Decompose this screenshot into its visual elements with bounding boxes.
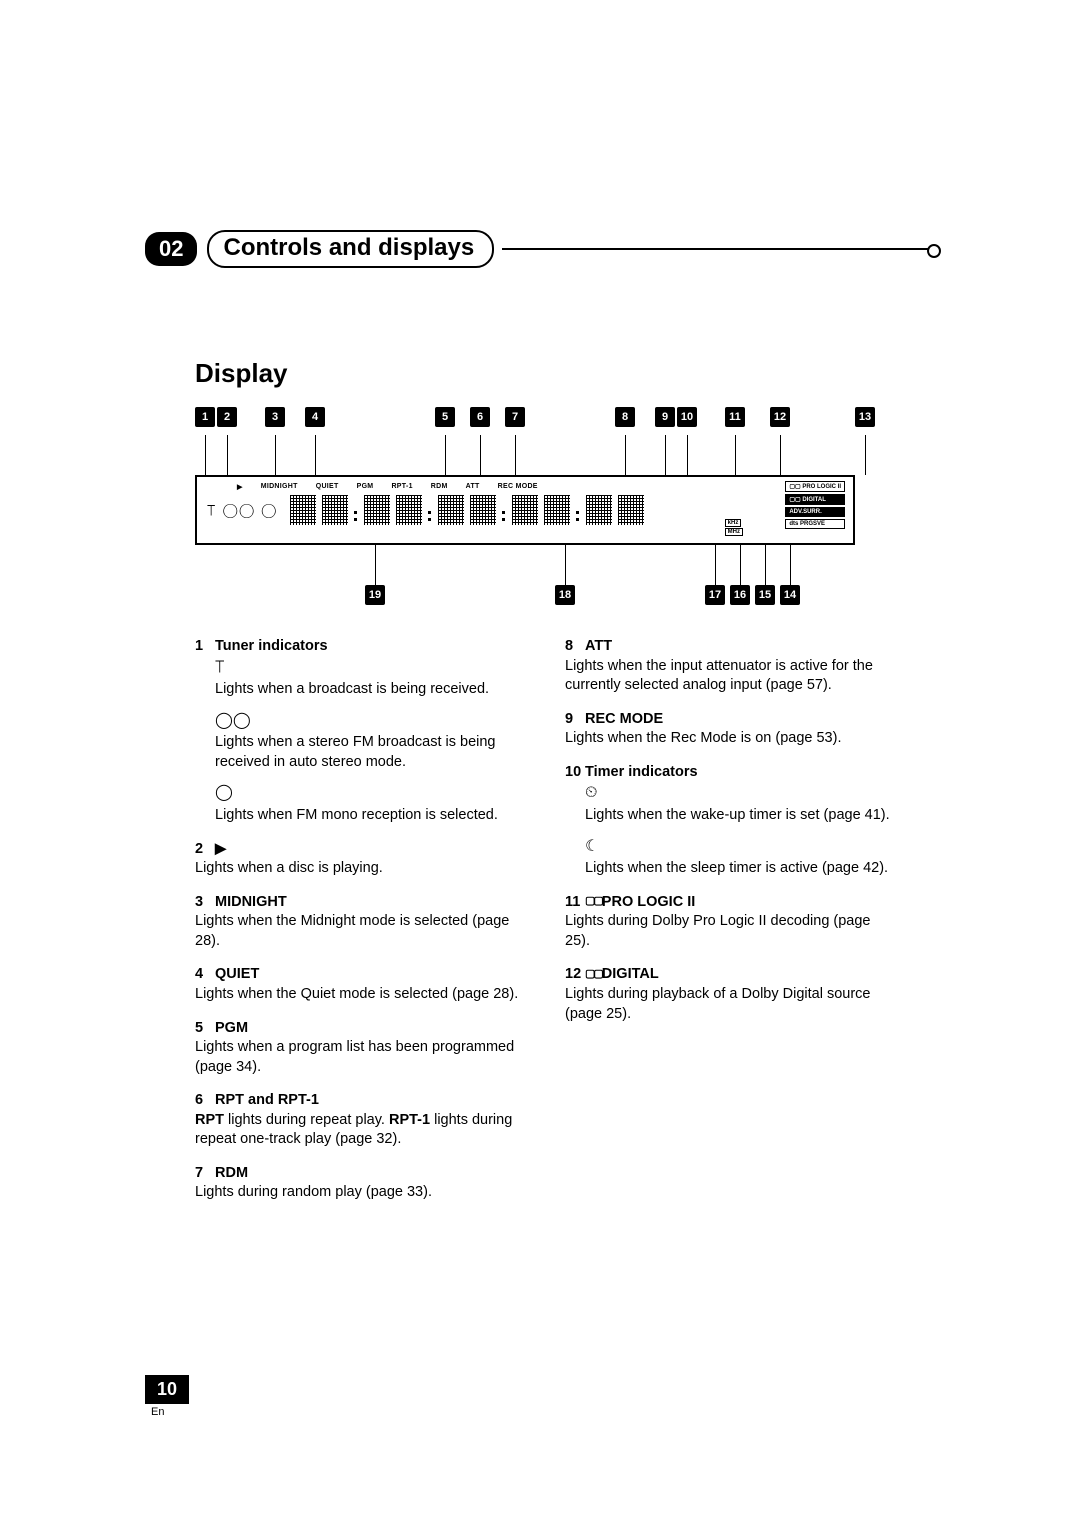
item-2: 2▶Lights when a disc is playing.	[195, 840, 525, 879]
callout-7: 7	[505, 407, 525, 427]
bottom-callouts: 19 18 17161514	[195, 585, 875, 607]
item-1: 1Tuner indicators⟙Lights when a broadcas…	[195, 637, 525, 826]
chapter-number-badge: 02	[145, 232, 197, 266]
callout-2: 2	[217, 407, 237, 427]
item-11: 11▢▢ PRO LOGIC IILights during Dolby Pro…	[565, 893, 895, 952]
callout-18: 18	[555, 585, 575, 605]
indicator-icon: ⏲	[585, 782, 895, 804]
callout-14: 14	[780, 585, 800, 605]
indicator-icon: ◯◯	[215, 710, 525, 732]
callout-16: 16	[730, 585, 750, 605]
page-number: 10	[145, 1375, 189, 1404]
page-content: 02 Controls and displays Display 1234567…	[145, 230, 935, 1217]
display-diagram: 12345678910111213 ▶MIDNIGHTQUIETPGMRPT-1…	[195, 407, 875, 607]
callout-1: 1	[195, 407, 215, 427]
dot-matrix-digits	[290, 495, 644, 525]
chapter-header: 02 Controls and displays	[145, 230, 935, 268]
display-panel: ▶MIDNIGHTQUIETPGMRPT-1RDMATTREC MODE ⟙ ◯…	[195, 475, 855, 545]
callout-5: 5	[435, 407, 455, 427]
section-title: Display	[195, 358, 935, 389]
item-8: 8ATTLights when the input attenuator is …	[565, 637, 895, 696]
callout-15: 15	[755, 585, 775, 605]
callout-3: 3	[265, 407, 285, 427]
item-4: 4QUIETLights when the Quiet mode is sele…	[195, 965, 525, 1004]
callout-12: 12	[770, 407, 790, 427]
item-5: 5PGMLights when a program list has been …	[195, 1019, 525, 1078]
callout-13: 13	[855, 407, 875, 427]
header-rule	[502, 248, 935, 250]
right-badges: ▢▢ PRO LOGIC II▢▢ DIGITALADV.SURR.dts PR…	[785, 481, 845, 531]
top-callouts: 12345678910111213	[195, 407, 875, 429]
description-columns: 1Tuner indicators⟙Lights when a broadcas…	[195, 637, 935, 1217]
callout-19: 19	[365, 585, 385, 605]
page-footer: 10 En	[145, 1375, 189, 1418]
freq-unit-badges: kHz MHz	[725, 519, 743, 537]
item-6: 6RPT and RPT-1RPT lights during repeat p…	[195, 1091, 525, 1150]
panel-top-labels: ▶MIDNIGHTQUIETPGMRPT-1RDMATTREC MODE	[207, 483, 843, 491]
left-column: 1Tuner indicators⟙Lights when a broadcas…	[195, 637, 525, 1217]
top-leader-lines	[195, 435, 875, 475]
callout-8: 8	[615, 407, 635, 427]
callout-4: 4	[305, 407, 325, 427]
mhz-badge: MHz	[725, 528, 743, 536]
bottom-leader-lines	[195, 545, 875, 585]
callout-11: 11	[725, 407, 745, 427]
callout-10: 10	[677, 407, 697, 427]
item-9: 9REC MODELights when the Rec Mode is on …	[565, 710, 895, 749]
chapter-title-wrap: Controls and displays	[207, 230, 494, 268]
khz-badge: kHz	[725, 519, 742, 527]
page-language: En	[151, 1406, 189, 1418]
right-column: 8ATTLights when the input attenuator is …	[565, 637, 895, 1217]
indicator-icon: ☾	[585, 836, 895, 858]
panel-main-row: ⟙ ◯◯ ◯	[207, 495, 843, 525]
tuner-icons-cluster: ⟙ ◯◯ ◯	[207, 502, 278, 519]
item-7: 7RDMLights during random play (page 33).	[195, 1164, 525, 1203]
item-10: 10Timer indicators⏲Lights when the wake-…	[565, 763, 895, 879]
item-3: 3MIDNIGHTLights when the Midnight mode i…	[195, 893, 525, 952]
indicator-icon: ⟙	[215, 657, 525, 679]
chapter-title: Controls and displays	[223, 234, 474, 261]
indicator-icon: ◯	[215, 782, 525, 804]
callout-6: 6	[470, 407, 490, 427]
item-12: 12▢▢ DIGITALLights during playback of a …	[565, 965, 895, 1024]
callout-17: 17	[705, 585, 725, 605]
callout-9: 9	[655, 407, 675, 427]
